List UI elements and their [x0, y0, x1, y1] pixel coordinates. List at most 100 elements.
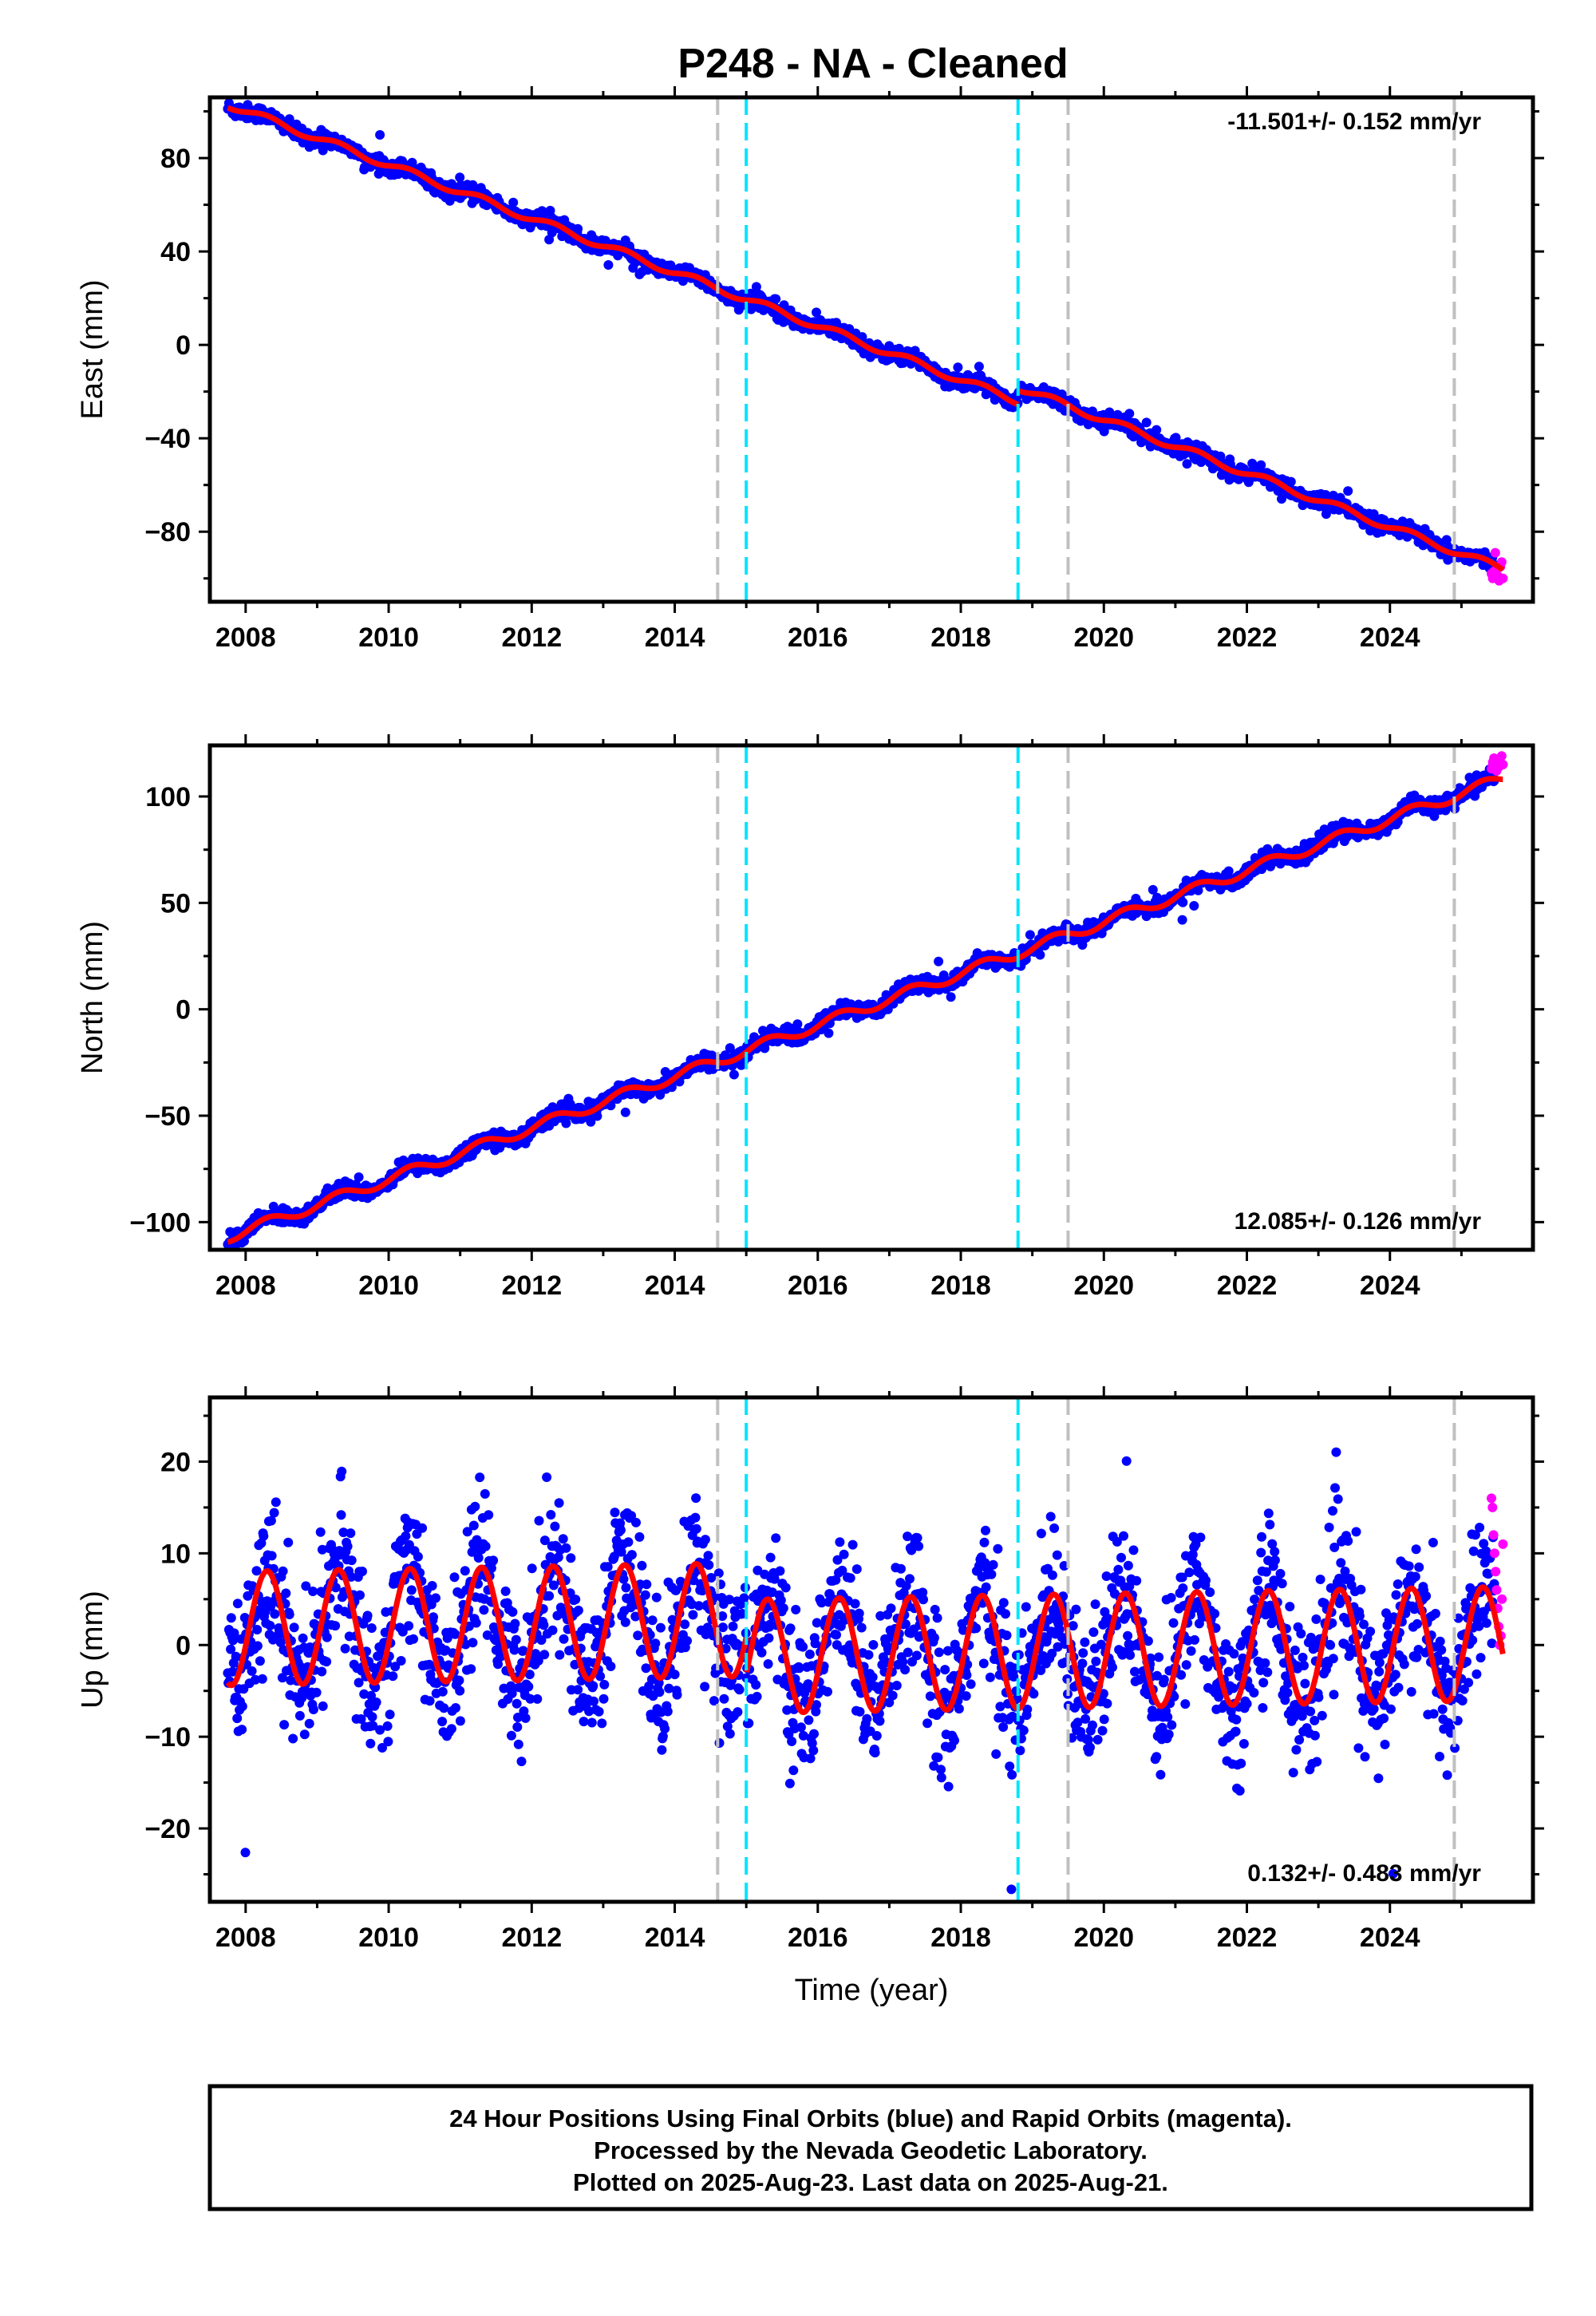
rapid-point [1498, 760, 1508, 769]
data-point [974, 362, 984, 372]
velocity-label: -11.501+/- 0.152 mm/yr [1227, 109, 1481, 135]
x-tick-label: 2014 [645, 1271, 705, 1301]
plot-area [223, 745, 1508, 1250]
data-point [479, 1605, 489, 1615]
x-tick-label: 2016 [788, 1271, 848, 1301]
x-tick-label: 2010 [358, 1271, 419, 1301]
data-point [318, 1701, 328, 1711]
data-point [417, 1523, 428, 1533]
y-tick-label: 0 [176, 995, 191, 1026]
data-point [270, 1609, 280, 1619]
data-point [355, 1590, 365, 1600]
data-point [437, 1717, 448, 1727]
data-point [278, 1566, 288, 1576]
panel-2: 2008 2010 2012 2014 2016 2018 2020 2022 2024−20−… [76, 1386, 1544, 2007]
rapid-point [1498, 573, 1508, 583]
data-point [317, 1666, 327, 1677]
x-tick-label: 2008 [215, 1271, 276, 1301]
panels: 2008 2010 2012 2014 2016 2018 2020 2022 2024−80−… [76, 86, 1544, 2007]
data-point [439, 1703, 449, 1713]
data-point [431, 1593, 440, 1603]
data-point [383, 1737, 393, 1747]
data-point [232, 1713, 243, 1724]
y-tick-label: −40 [144, 424, 191, 454]
data-point [413, 1551, 423, 1562]
data-point [473, 1553, 484, 1563]
data-point [336, 1510, 346, 1520]
rapid-point [1496, 751, 1507, 761]
data-point [437, 1686, 448, 1697]
figure-title: P248 - NA - Cleaned [678, 41, 1068, 87]
data-point [366, 1623, 377, 1633]
x-tick-label: 2010 [358, 622, 419, 653]
x-tick-label: 2018 [930, 622, 991, 653]
data-point [471, 1618, 481, 1628]
data-point [573, 223, 583, 234]
data-point [251, 1566, 262, 1576]
data-point [252, 1641, 263, 1651]
x-tick-label: 2014 [645, 622, 705, 653]
y-tick-label: 100 [145, 782, 191, 812]
data-point [512, 1722, 523, 1732]
y-tick-label: 40 [160, 237, 191, 267]
data-point [508, 197, 519, 207]
data-point [771, 294, 781, 304]
data-point [289, 1622, 299, 1633]
data-point [406, 1585, 417, 1595]
data-point [346, 1555, 357, 1566]
data-point [512, 1698, 522, 1709]
data-point [294, 1710, 305, 1721]
data-point [308, 1587, 318, 1596]
data-point [429, 1612, 438, 1622]
data-point [354, 1172, 364, 1182]
data-point [953, 362, 963, 373]
data-point [237, 1701, 247, 1712]
rapid-orbit-points [1487, 751, 1508, 776]
data-point [288, 1733, 298, 1744]
data-point [385, 1709, 395, 1720]
data-point [358, 1567, 367, 1576]
data-point [1152, 425, 1162, 435]
data-point [322, 1657, 332, 1667]
data-point [454, 1675, 464, 1686]
data-point [365, 1738, 376, 1749]
data-point [451, 1703, 460, 1713]
rapid-point [1490, 547, 1500, 558]
data-point [470, 1501, 480, 1512]
data-point [449, 1572, 460, 1583]
data-point [484, 1510, 494, 1520]
data-point [946, 992, 956, 1002]
y-tick-label: −80 [144, 517, 191, 547]
data-point [330, 1621, 341, 1631]
data-point [1141, 417, 1152, 428]
data-point [404, 1621, 414, 1631]
data-point [232, 1599, 243, 1609]
data-point [279, 1720, 290, 1730]
data-point [396, 1656, 406, 1666]
data-point [269, 1508, 279, 1518]
y-axis-label: North (mm) [76, 921, 109, 1074]
x-tick-label: 2022 [1217, 622, 1278, 653]
x-tick-label: 2024 [1360, 1271, 1420, 1301]
data-point [466, 1664, 476, 1674]
data-point [508, 1607, 518, 1617]
data-point [284, 1610, 294, 1619]
data-point [340, 1643, 350, 1654]
data-point [1182, 459, 1192, 469]
data-point [371, 1697, 381, 1707]
y-tick-label: 50 [160, 888, 191, 919]
data-point [425, 1696, 435, 1706]
data-point [304, 1718, 314, 1729]
data-point [1189, 901, 1199, 911]
panel-1: 2008 2010 2012 2014 2016 2018 2020 2022 2024−100… [76, 734, 1544, 1301]
data-point [257, 1674, 267, 1684]
data-point [407, 157, 417, 168]
data-point [322, 1632, 332, 1642]
y-axis-label: East (mm) [76, 279, 109, 419]
data-point [455, 172, 465, 183]
data-point [346, 1528, 356, 1539]
final-orbit-points [223, 1447, 1499, 1895]
data-point [468, 1638, 478, 1648]
data-point [1177, 915, 1187, 925]
data-point [488, 1555, 499, 1566]
